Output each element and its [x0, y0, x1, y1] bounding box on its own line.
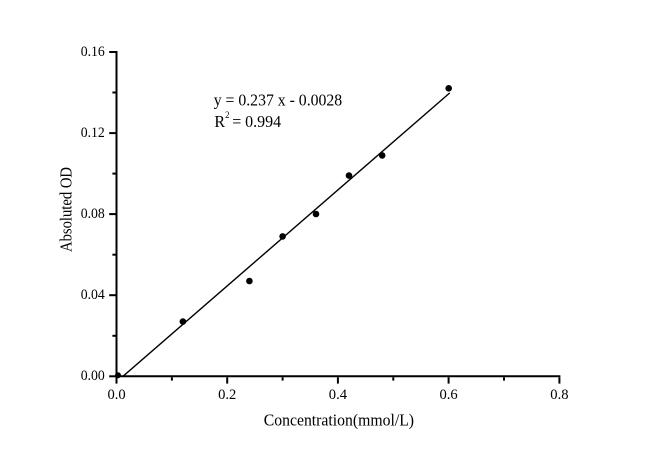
svg-text:0.04: 0.04: [81, 287, 106, 303]
svg-text:0.0: 0.0: [108, 387, 126, 403]
svg-text:0.8: 0.8: [550, 387, 568, 403]
svg-text:y = 0.237 x - 0.0028: y = 0.237 x - 0.0028: [214, 91, 343, 110]
svg-text:0.4: 0.4: [329, 387, 348, 403]
svg-text:Absoluted OD: Absoluted OD: [57, 167, 76, 252]
svg-text:0.12: 0.12: [81, 125, 105, 141]
svg-text:= 0.994: = 0.994: [232, 112, 281, 131]
svg-text:R: R: [214, 112, 225, 131]
svg-text:0.2: 0.2: [218, 387, 236, 403]
svg-text:0.16: 0.16: [81, 44, 106, 60]
svg-text:0.6: 0.6: [440, 387, 459, 403]
svg-text:0.08: 0.08: [81, 206, 105, 222]
svg-text:Concentration(mmol/L): Concentration(mmol/L): [264, 411, 414, 430]
svg-text:2: 2: [225, 110, 229, 120]
svg-text:0.00: 0.00: [81, 368, 105, 384]
